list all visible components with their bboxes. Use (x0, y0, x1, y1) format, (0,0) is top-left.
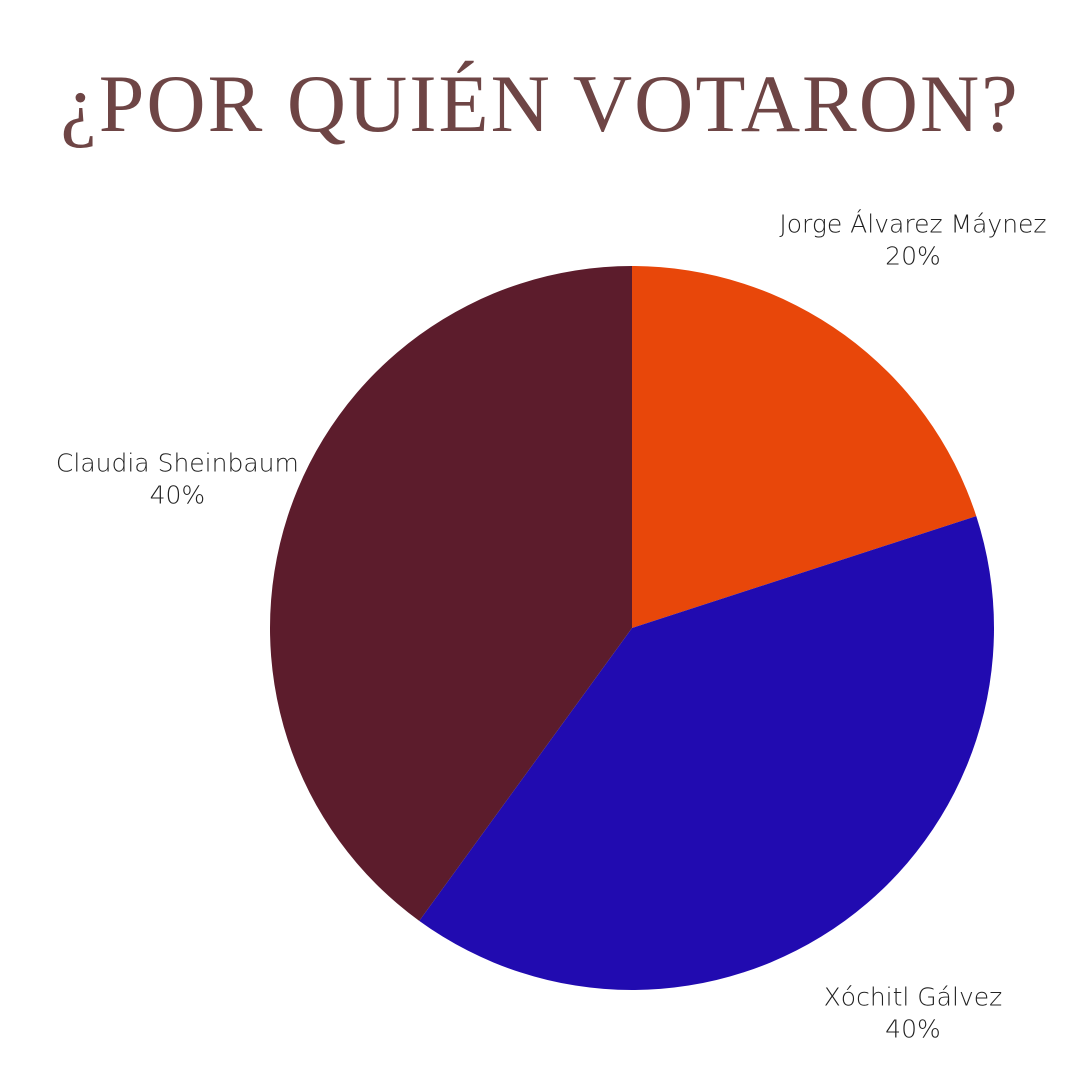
pie-slice (632, 266, 977, 628)
slice-label: Jorge Álvarez Máynez (779, 209, 1046, 238)
slice-value-label: 40% (150, 480, 206, 509)
pie-slice (270, 266, 632, 921)
slice-value-label: 20% (885, 241, 941, 270)
pie-slice (419, 516, 995, 991)
slice-label: Claudia Sheinbaum (56, 448, 299, 477)
chart-title: ¿POR QUIÉN VOTARON? (60, 58, 1019, 149)
slice-label: Xóchitl Gálvez (824, 983, 1003, 1012)
slice-value-label: 40% (885, 1015, 941, 1044)
